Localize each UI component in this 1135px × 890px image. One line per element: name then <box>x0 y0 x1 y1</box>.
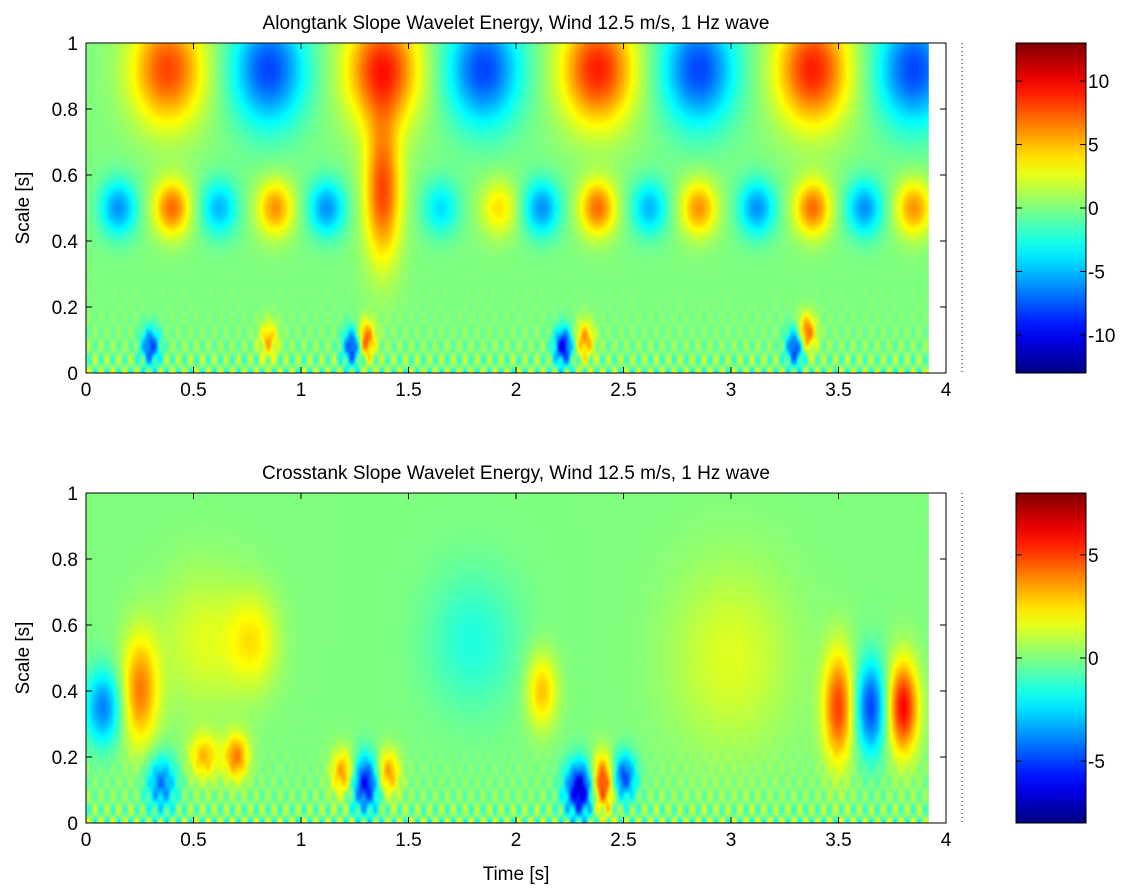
y-tick-label: 0.8 <box>52 100 78 121</box>
y-tick-label: 0.2 <box>52 748 78 769</box>
x-tick-label: 2 <box>511 830 522 851</box>
y-tick-label: 1 <box>67 34 78 55</box>
y-tick-label: 0 <box>67 814 78 835</box>
panel-crosstank: Crosstank Slope Wavelet Energy, Wind 12.… <box>13 463 1105 885</box>
x-tick-label: 4 <box>941 380 952 401</box>
colorbar-tick-label: -10 <box>1088 326 1115 347</box>
x-tick-label: 4 <box>941 830 952 851</box>
y-tick-label: 0 <box>67 364 78 385</box>
y-tick-label: 0.4 <box>52 232 79 253</box>
chart-title: Crosstank Slope Wavelet Energy, Wind 12.… <box>262 463 770 484</box>
x-tick-label: 1 <box>296 380 307 401</box>
x-tick-label: 2.5 <box>610 380 636 401</box>
colorbar-tick-label: 5 <box>1088 546 1099 567</box>
heatmap-image <box>86 493 929 823</box>
y-tick-label: 0.8 <box>52 550 78 571</box>
colorbar-tick-label: -5 <box>1088 752 1105 773</box>
colorbar-tick-label: 10 <box>1088 72 1109 93</box>
y-tick-label: 0.4 <box>52 682 79 703</box>
colorbar <box>1015 492 1087 824</box>
colorbar-tick-label: 0 <box>1088 199 1099 220</box>
y-tick-label: 0.6 <box>52 616 78 637</box>
x-tick-label: 0.5 <box>180 380 206 401</box>
y-tick-label: 0.6 <box>52 166 78 187</box>
x-tick-label: 3.5 <box>825 830 851 851</box>
y-axis-label: Scale [s] <box>13 172 34 245</box>
y-tick-label: 1 <box>67 484 78 505</box>
panel-alongtank: Alongtank Slope Wavelet Energy, Wind 12.… <box>13 13 1115 401</box>
x-tick-label: 1.5 <box>395 830 421 851</box>
x-tick-label: 1.5 <box>395 380 421 401</box>
x-tick-label: 3 <box>726 380 737 401</box>
chart-title: Alongtank Slope Wavelet Energy, Wind 12.… <box>263 13 770 34</box>
colorbar-tick-label: 0 <box>1088 649 1099 670</box>
y-axis-label: Scale [s] <box>13 622 34 695</box>
x-tick-label: 1 <box>296 830 307 851</box>
x-tick-label: 0.5 <box>180 830 206 851</box>
x-tick-label: 3.5 <box>825 380 851 401</box>
colorbar-tick-label: -5 <box>1088 262 1105 283</box>
x-tick-label: 0 <box>81 830 92 851</box>
x-tick-label: 2.5 <box>610 830 636 851</box>
x-tick-label: 2 <box>511 380 522 401</box>
colorbar <box>1015 42 1087 374</box>
colorbar-tick-label: 5 <box>1088 136 1099 157</box>
x-tick-label: 3 <box>726 830 737 851</box>
heatmap-image <box>86 43 929 373</box>
x-tick-label: 0 <box>81 380 92 401</box>
y-tick-label: 0.2 <box>52 298 78 319</box>
x-axis-label: Time [s] <box>483 864 550 885</box>
